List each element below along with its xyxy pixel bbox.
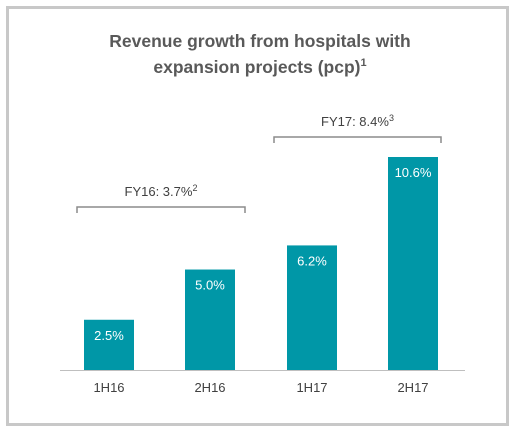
x-tick-label-2H17: 2H17 (397, 380, 428, 395)
chart-title: Revenue growth from hospitals with expan… (0, 30, 520, 78)
x-tick-label-2H16: 2H16 (194, 380, 225, 395)
bar-2H17 (388, 157, 438, 370)
data-label-1H17: 6.2% (297, 253, 327, 268)
chart-title-line2: expansion projects (pcp) (153, 56, 361, 77)
bracket-label-0: FY16: 3.7%2 (125, 183, 198, 199)
data-label-1H16: 2.5% (94, 328, 124, 343)
bracket-footnote-1: 3 (389, 113, 394, 123)
bar-2H16 (185, 269, 235, 370)
bracket-footnote-0: 2 (192, 183, 197, 193)
bracket-1 (273, 136, 442, 143)
bar-1H16 (84, 319, 134, 370)
chart-title-footnote: 1 (360, 57, 367, 69)
data-label-2H17: 10.6% (395, 165, 432, 180)
chart-title-line1: Revenue growth from hospitals with (109, 31, 411, 51)
bracket-label-1: FY17: 8.4%3 (321, 113, 394, 129)
x-tick-label-1H16: 1H16 (93, 380, 124, 395)
data-label-2H16: 5.0% (195, 278, 225, 293)
bar-1H17 (287, 245, 337, 370)
bracket-0 (76, 206, 246, 213)
x-tick-label-1H17: 1H17 (296, 380, 327, 395)
